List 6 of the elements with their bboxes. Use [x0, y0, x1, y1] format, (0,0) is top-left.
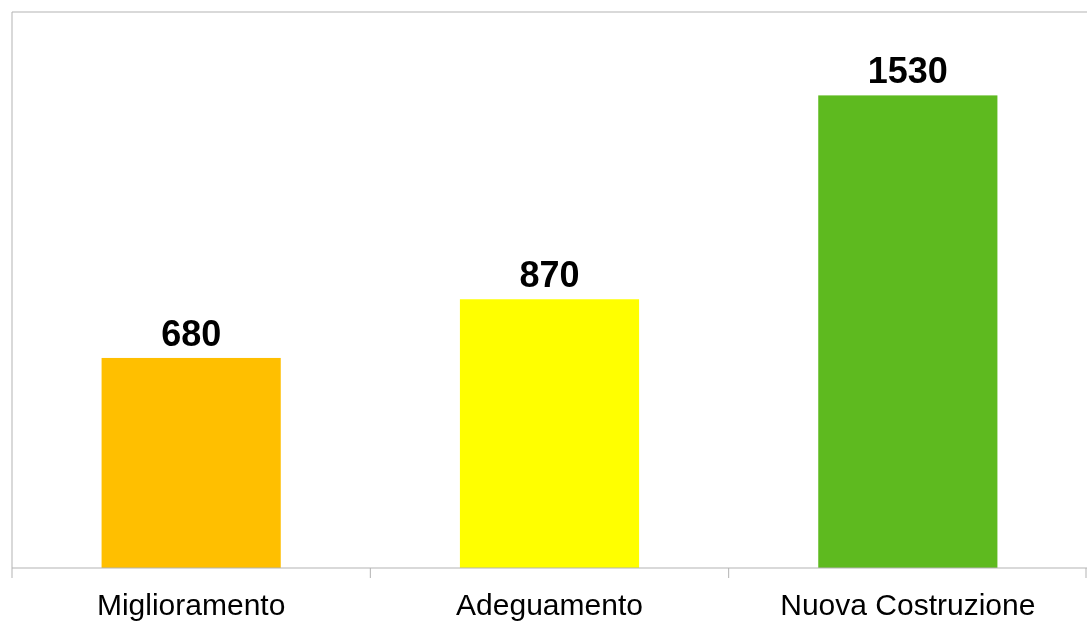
x-tick-label: Adeguamento — [456, 588, 643, 621]
x-tick-label: Nuova Costruzione — [780, 588, 1036, 621]
x-tick-label: Miglioramento — [96, 588, 286, 621]
data-label: 680 — [161, 312, 222, 354]
data-label: 870 — [519, 254, 580, 296]
data-label: 1530 — [867, 50, 948, 92]
